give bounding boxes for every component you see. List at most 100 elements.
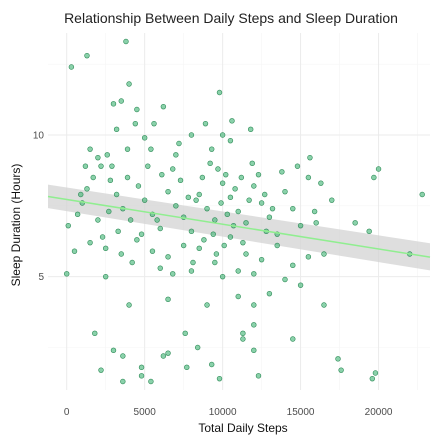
data-point [148,146,154,152]
data-point [238,174,245,181]
data-point [297,282,304,288]
data-point [274,242,280,249]
data-point [159,171,165,178]
data-point [95,154,101,161]
data-point [279,169,285,175]
data-point [305,174,312,181]
data-point [219,180,226,186]
data-point [419,191,425,198]
data-point [165,350,171,356]
data-point [141,135,148,141]
x-tick-label: 0 [64,407,70,418]
data-point [247,126,254,133]
data-point [160,103,167,110]
data-point [110,347,117,354]
data-point [318,180,324,186]
data-point [90,174,96,181]
data-point [173,152,179,158]
data-point [229,118,235,124]
data-point [219,273,226,280]
data-point [313,220,319,226]
data-point [290,336,296,342]
data-point [372,370,379,376]
data-point [209,146,215,152]
data-point [145,163,151,169]
data-point [126,302,132,308]
data-point [78,191,84,198]
data-point [68,64,75,70]
data-point [255,171,262,178]
data-point [138,373,145,379]
trend-line-layer [47,195,431,258]
data-point [335,356,341,362]
data-point [243,251,249,257]
data-point [235,293,241,300]
data-point [120,353,126,359]
data-point [126,81,132,87]
data-point [290,205,296,212]
data-point [102,245,109,252]
data-point [329,197,335,203]
data-point [255,373,262,379]
x-tick-label: 10000 [209,407,237,418]
data-point [154,217,160,223]
data-point [141,197,148,203]
data-point [290,262,296,269]
data-point [194,344,201,351]
data-point [138,231,145,237]
data-point [193,197,199,203]
data-point [157,225,163,232]
data-point [199,174,206,181]
x-tick-label: 20000 [365,407,393,418]
x-axis-ticks: 0 5000 10000 15000 20000 [64,407,393,418]
data-point [123,38,129,45]
data-point [246,197,252,203]
data-point [207,160,213,167]
data-point [258,256,265,263]
data-point [98,163,104,169]
data-point [149,248,156,254]
y-axis-ticks: 5 10 [33,131,45,284]
data-point [188,132,195,138]
data-point [366,228,372,235]
data-point [224,211,231,218]
data-point [297,222,304,229]
data-point [251,322,257,328]
data-point [235,268,241,274]
data-point [209,361,215,368]
data-point [104,152,110,158]
data-point [258,200,265,206]
data-point [266,290,273,297]
data-point [240,336,246,342]
data-point [282,188,288,195]
data-point [240,239,246,246]
data-point [177,177,184,184]
data-point [227,137,234,144]
data-point [99,234,106,240]
x-tick-label: 15000 [287,407,315,418]
data-point [240,330,246,337]
data-point [204,302,210,308]
data-point [221,242,227,249]
data-point [165,188,171,195]
data-point [127,217,134,223]
data-point [232,186,238,192]
data-point [184,364,190,371]
data-point [120,378,126,385]
data-point [157,265,163,271]
data-point [212,217,218,223]
data-point [138,364,145,371]
data-point [212,259,218,266]
x-tick-label: 5000 [134,407,157,418]
data-point [369,375,376,382]
data-point [102,273,109,280]
data-point [84,52,90,59]
plot-grid [48,33,430,390]
data-point [210,231,216,237]
y-tick-label: 5 [38,272,44,283]
data-point [134,237,140,243]
data-point [243,220,249,226]
data-point [165,296,171,303]
data-point [223,171,229,178]
